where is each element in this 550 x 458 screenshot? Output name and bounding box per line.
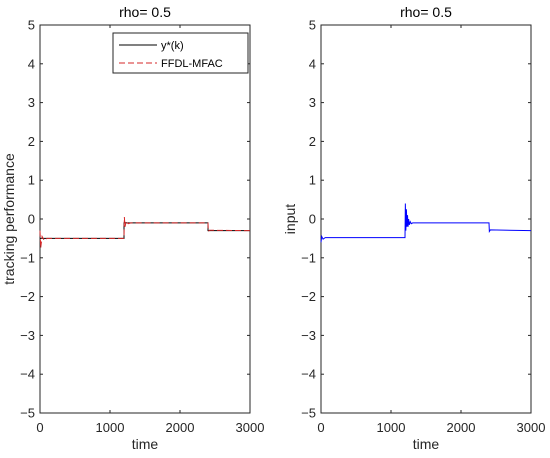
y-tick-label: −2 <box>20 289 35 304</box>
y-tick-label: 2 <box>28 134 35 149</box>
y-tick-label: 4 <box>28 56 35 71</box>
y-tick-label: 5 <box>309 18 316 33</box>
y-tick-label: 4 <box>309 56 316 71</box>
y-tick-label: −1 <box>20 250 35 265</box>
y-tick-label: 1 <box>309 173 316 188</box>
legend-label: y*(k) <box>161 40 184 52</box>
y-tick-label: −3 <box>301 328 316 343</box>
x-tick-label: 1000 <box>377 420 406 435</box>
y-tick-label: 5 <box>28 18 35 33</box>
x-tick-label: 0 <box>36 420 43 435</box>
x-tick-label: 0 <box>317 420 324 435</box>
chart-title: rho= 0.5 <box>400 4 452 20</box>
y-tick-label: 3 <box>28 95 35 110</box>
y-tick-label: 2 <box>309 134 316 149</box>
y-tick-label: −4 <box>301 367 316 382</box>
y-tick-label: −3 <box>20 328 35 343</box>
x-axis-label: time <box>413 436 440 452</box>
y-axis-label: input <box>282 204 298 234</box>
y-axis-label: tracking performance <box>1 153 17 285</box>
y-tick-label: 0 <box>28 212 35 227</box>
axes-box <box>39 24 251 414</box>
y-tick-label: −2 <box>301 289 316 304</box>
y-tick-label: 0 <box>309 212 316 227</box>
legend-box <box>112 32 249 74</box>
y-tick-label: −1 <box>301 250 316 265</box>
x-tick-label: 3000 <box>236 420 265 435</box>
chart-title: rho= 0.5 <box>119 4 171 20</box>
y-tick-label: 3 <box>309 95 316 110</box>
x-tick-label: 2000 <box>166 420 195 435</box>
y-tick-label: 1 <box>28 173 35 188</box>
y-tick-label: −5 <box>20 406 35 421</box>
x-tick-label: 2000 <box>447 420 476 435</box>
legend-label: FFDL-MFAC <box>161 58 223 70</box>
x-tick-label: 1000 <box>96 420 125 435</box>
y-tick-label: −4 <box>20 367 35 382</box>
axes-box <box>320 24 532 414</box>
y-tick-label: −5 <box>301 406 316 421</box>
series-line-ffdl-mfac <box>39 217 251 249</box>
x-tick-label: 3000 <box>517 420 546 435</box>
x-axis-label: time <box>132 436 159 452</box>
series-line-input <box>320 203 532 243</box>
